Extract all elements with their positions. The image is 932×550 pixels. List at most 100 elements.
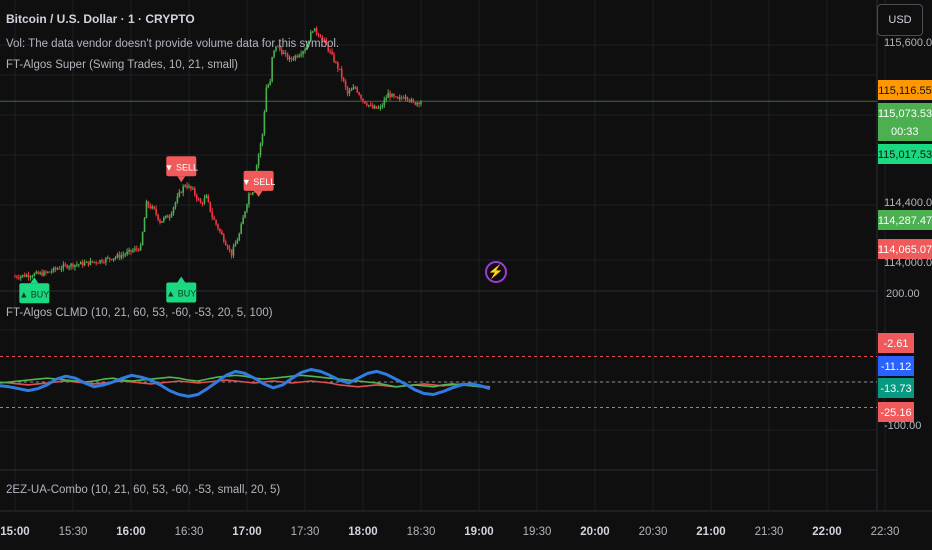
candle-body: [39, 272, 41, 274]
candle-body: [126, 251, 128, 255]
price-badge-value: 114,065.07: [878, 244, 932, 256]
time-axis-label: 22:30: [871, 526, 900, 538]
price-badge: 115,116.55: [878, 80, 932, 100]
sell-signal[interactable]: ▼ SELL: [242, 170, 275, 197]
candle-body: [114, 257, 117, 259]
candle-body: [66, 265, 68, 268]
candle-body: [97, 262, 99, 264]
candle-body: [72, 263, 74, 268]
price-badge-countdown: 00:33: [891, 126, 919, 138]
candle-body: [250, 193, 252, 195]
candle-body: [217, 224, 219, 229]
candle-body: [41, 272, 43, 276]
candle-body: [350, 89, 353, 91]
candle-body: [331, 51, 333, 55]
candle-body: [201, 203, 204, 205]
lightning-bolt-icon[interactable]: ⚡: [485, 261, 507, 283]
candle-body: [112, 258, 115, 260]
sell-signal[interactable]: ▼ SELL: [165, 156, 198, 183]
price-badge-value: 115,116.55: [878, 85, 931, 97]
candle-body: [166, 215, 169, 218]
candle-body: [78, 264, 80, 266]
time-axis-label: 16:00: [116, 526, 145, 538]
candle-body: [130, 249, 132, 252]
candle-body: [35, 271, 38, 274]
candle-body: [368, 105, 370, 107]
candle-body: [381, 105, 384, 107]
candle-body: [107, 257, 109, 259]
candle-body: [190, 186, 192, 189]
time-axis-label: 20:00: [580, 526, 609, 538]
indicator-legend-combo[interactable]: 2EZ-UA-Combo (10, 21, 60, 53, -60, -53, …: [6, 484, 281, 496]
candle-body: [252, 192, 254, 195]
time-axis-label: 19:00: [464, 526, 493, 538]
candle-body: [333, 54, 335, 62]
candle-body: [74, 264, 76, 268]
candle-body: [275, 46, 277, 51]
candle-body: [21, 274, 24, 277]
candle-body: [60, 268, 63, 270]
time-axis[interactable]: 15:00 15:30 16:00 16:30 17:00 17:30 18:00 18:30…: [0, 526, 899, 538]
candle-body: [136, 248, 138, 250]
price-axis-tick: 114,400.00: [884, 197, 932, 209]
candle-body: [194, 188, 196, 195]
time-axis-label: 18:30: [407, 526, 436, 538]
oscillator-axis-bottom-label: -100.00: [884, 420, 922, 432]
candle-body: [45, 271, 47, 273]
candle-body: [234, 243, 237, 247]
buy-signal[interactable]: ▲ BUY: [166, 276, 197, 303]
indicator-legend-super[interactable]: FT-Algos Super (Swing Trades, 10, 21, sm…: [6, 59, 239, 71]
candle-body: [420, 101, 422, 105]
candle-body: [91, 260, 94, 263]
candle-body: [50, 271, 53, 273]
candle-body: [223, 234, 225, 242]
candle-body: [49, 271, 51, 273]
candle-body: [118, 254, 121, 258]
candle-body: [323, 38, 326, 40]
candle-body: [356, 87, 358, 93]
volume-note: Vol: The data vendor doesn't provide vol…: [6, 38, 340, 50]
symbol-title[interactable]: Bitcoin / U.S. Dollar · 1 · CRYPTO: [6, 12, 195, 26]
candle-body: [174, 202, 177, 208]
candle-body: [371, 105, 374, 109]
candle-body: [81, 261, 84, 266]
price-axis-top-label: 115,600.00: [884, 37, 932, 49]
candle-body: [317, 33, 320, 36]
candle-body: [369, 105, 372, 107]
candle-body: [281, 49, 283, 55]
candle-body: [284, 52, 287, 54]
time-axis-label: 18:00: [348, 526, 377, 538]
candle-body: [410, 99, 413, 102]
time-axis-label: 21:00: [696, 526, 725, 538]
indicator-legend-clmd[interactable]: FT-Algos CLMD (10, 21, 60, 53, -60, -53,…: [6, 307, 273, 319]
currency-button[interactable]: USD: [877, 4, 923, 36]
buy-signal[interactable]: ▲ BUY: [19, 277, 50, 304]
candle-body: [224, 241, 227, 246]
candle-body: [99, 260, 101, 263]
candle-body: [58, 268, 61, 270]
candle-body: [132, 250, 134, 252]
candle-body: [203, 198, 206, 204]
price-badge-value: 115,073.53: [878, 108, 932, 120]
trade-signals[interactable]: ▼ SELL ▼ SELL ▲ BUY ▲ BUY: [19, 156, 275, 304]
candle-body: [261, 134, 264, 144]
candle-body: [236, 240, 239, 244]
candle-body: [377, 107, 380, 109]
candle-body: [311, 31, 314, 33]
candle-body: [242, 217, 244, 225]
time-axis-label: 15:00: [0, 526, 29, 538]
candle-body: [163, 217, 165, 222]
candle-body: [93, 261, 96, 263]
candle-body: [257, 154, 260, 166]
candle-body: [339, 68, 341, 70]
candle-body: [342, 77, 345, 82]
candle-body: [37, 271, 39, 274]
candle-body: [116, 254, 119, 258]
candle-body: [68, 266, 70, 268]
candle-body: [184, 185, 186, 187]
candle-body: [400, 97, 403, 99]
candle-body: [147, 201, 150, 206]
candle-body: [103, 262, 105, 264]
candle-body: [383, 99, 386, 106]
